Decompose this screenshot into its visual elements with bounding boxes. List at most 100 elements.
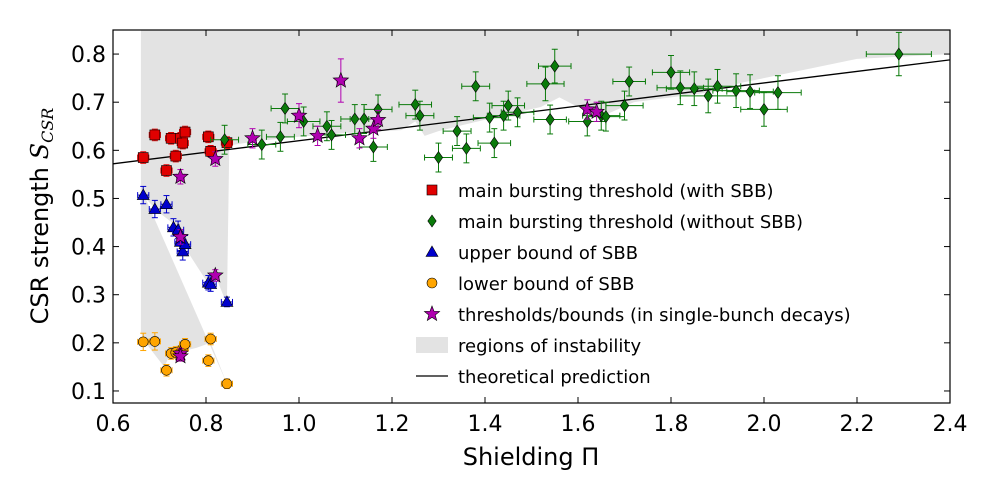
legend-item-theory: theoretical prediction [416,367,651,388]
data-point [332,71,350,88]
data-point [452,124,462,138]
data-point [666,65,676,79]
data-point [203,131,214,143]
data-point [137,152,149,163]
data-point [619,99,630,113]
plot-frame [112,29,951,404]
data-point [161,364,172,376]
data-point [172,167,189,184]
data-points-layer [136,31,932,390]
data-point [369,111,387,128]
y-axis-label-main: CSR strength [26,159,54,324]
data-point [588,102,606,119]
legend-label: theoretical prediction [458,367,651,388]
data-point [257,138,267,152]
y-axis-label: CSR strength SCSR [26,108,57,325]
legend-label: regions of instability [458,336,641,357]
data-point [624,74,634,89]
data-point [159,197,173,210]
series-blue [136,185,234,308]
x-axis-label: Shielding Π [463,443,600,471]
legend-item-region: regions of instability [416,336,641,357]
data-point [364,119,382,136]
legend-item-red: main bursting threshold (with SBB) [426,181,774,202]
data-point [309,127,327,144]
data-point [545,112,555,127]
legend-marker [423,305,441,322]
y-axis-ticks: 0.1 0.2 0.3 0.4 0.5 0.6 0.7 0.8 [71,43,950,405]
data-point [712,79,723,93]
data-point [489,136,499,150]
data-point [773,86,783,100]
legend-marker [426,184,438,196]
y-tick-label: 0.5 [71,187,106,212]
legend-item-magenta: thresholds/bounds (in single-bunch decay… [423,305,851,326]
x-tick-label: 2.4 [933,412,968,437]
data-point [179,126,191,138]
y-tick-label: 0.1 [71,380,106,405]
data-point [205,333,216,345]
legend-label: lower bound of SBB [458,274,635,295]
data-point [461,141,471,155]
data-point [503,99,513,113]
data-point [326,128,337,142]
legend-label: upper bound of SBB [458,243,638,264]
instability-region-layer [140,30,950,384]
x-tick-label: 1.4 [468,412,503,437]
data-point [170,150,182,162]
data-point [359,112,369,126]
data-point [471,79,481,93]
legend-item-orange: lower bound of SBB [426,274,635,295]
data-point [894,47,904,61]
y-tick-label: 0.3 [71,284,106,309]
x-tick-label: 0.8 [189,412,224,437]
y-tick-label: 0.2 [71,332,106,357]
data-point [415,109,425,123]
data-point [149,129,161,141]
legend-marker [425,245,439,257]
data-point [745,85,755,99]
data-point [578,100,596,117]
y-tick-label: 0.8 [71,43,106,68]
data-point [512,105,523,119]
data-point [149,336,161,347]
data-point [161,165,172,176]
data-point [759,102,769,116]
data-point [731,84,741,98]
legend-label: thresholds/bounds (in single-bunch decay… [458,305,851,326]
x-tick-label: 1.2 [375,412,410,437]
x-axis-ticks: 0.6 0.8 1.0 1.2 1.4 1.6 1.8 2.0 2.2 2.4 [96,30,968,437]
data-point [433,151,444,165]
x-tick-label: 0.6 [96,412,131,437]
legend-label: main bursting threshold (without SBB) [458,212,803,233]
data-point [179,338,191,350]
data-point [206,150,224,167]
data-point [177,137,189,149]
x-tick-label: 2.2 [840,412,875,437]
y-tick-label: 0.4 [71,236,106,261]
data-point [136,188,150,200]
data-point [550,59,560,73]
data-point [221,378,233,390]
x-tick-label: 2.0 [747,412,782,437]
data-point [244,129,261,146]
data-point [137,336,149,348]
data-point [601,110,611,124]
series-orange [137,332,234,390]
data-point [148,202,162,214]
legend-item-blue: upper bound of SBB [425,243,638,264]
y-axis-label-subscript: CSR [38,108,57,143]
data-point [203,355,214,366]
series-magenta [172,58,606,364]
data-point [275,130,285,144]
y-axis-label-symbol: S [26,143,54,159]
legend-label: main bursting threshold (with SBB) [458,181,774,202]
y-tick-label: 0.7 [71,91,106,116]
data-point [290,106,308,123]
data-point [172,347,189,364]
data-point [322,119,332,133]
data-point [204,277,218,289]
data-point [220,133,230,147]
data-point [220,295,234,307]
